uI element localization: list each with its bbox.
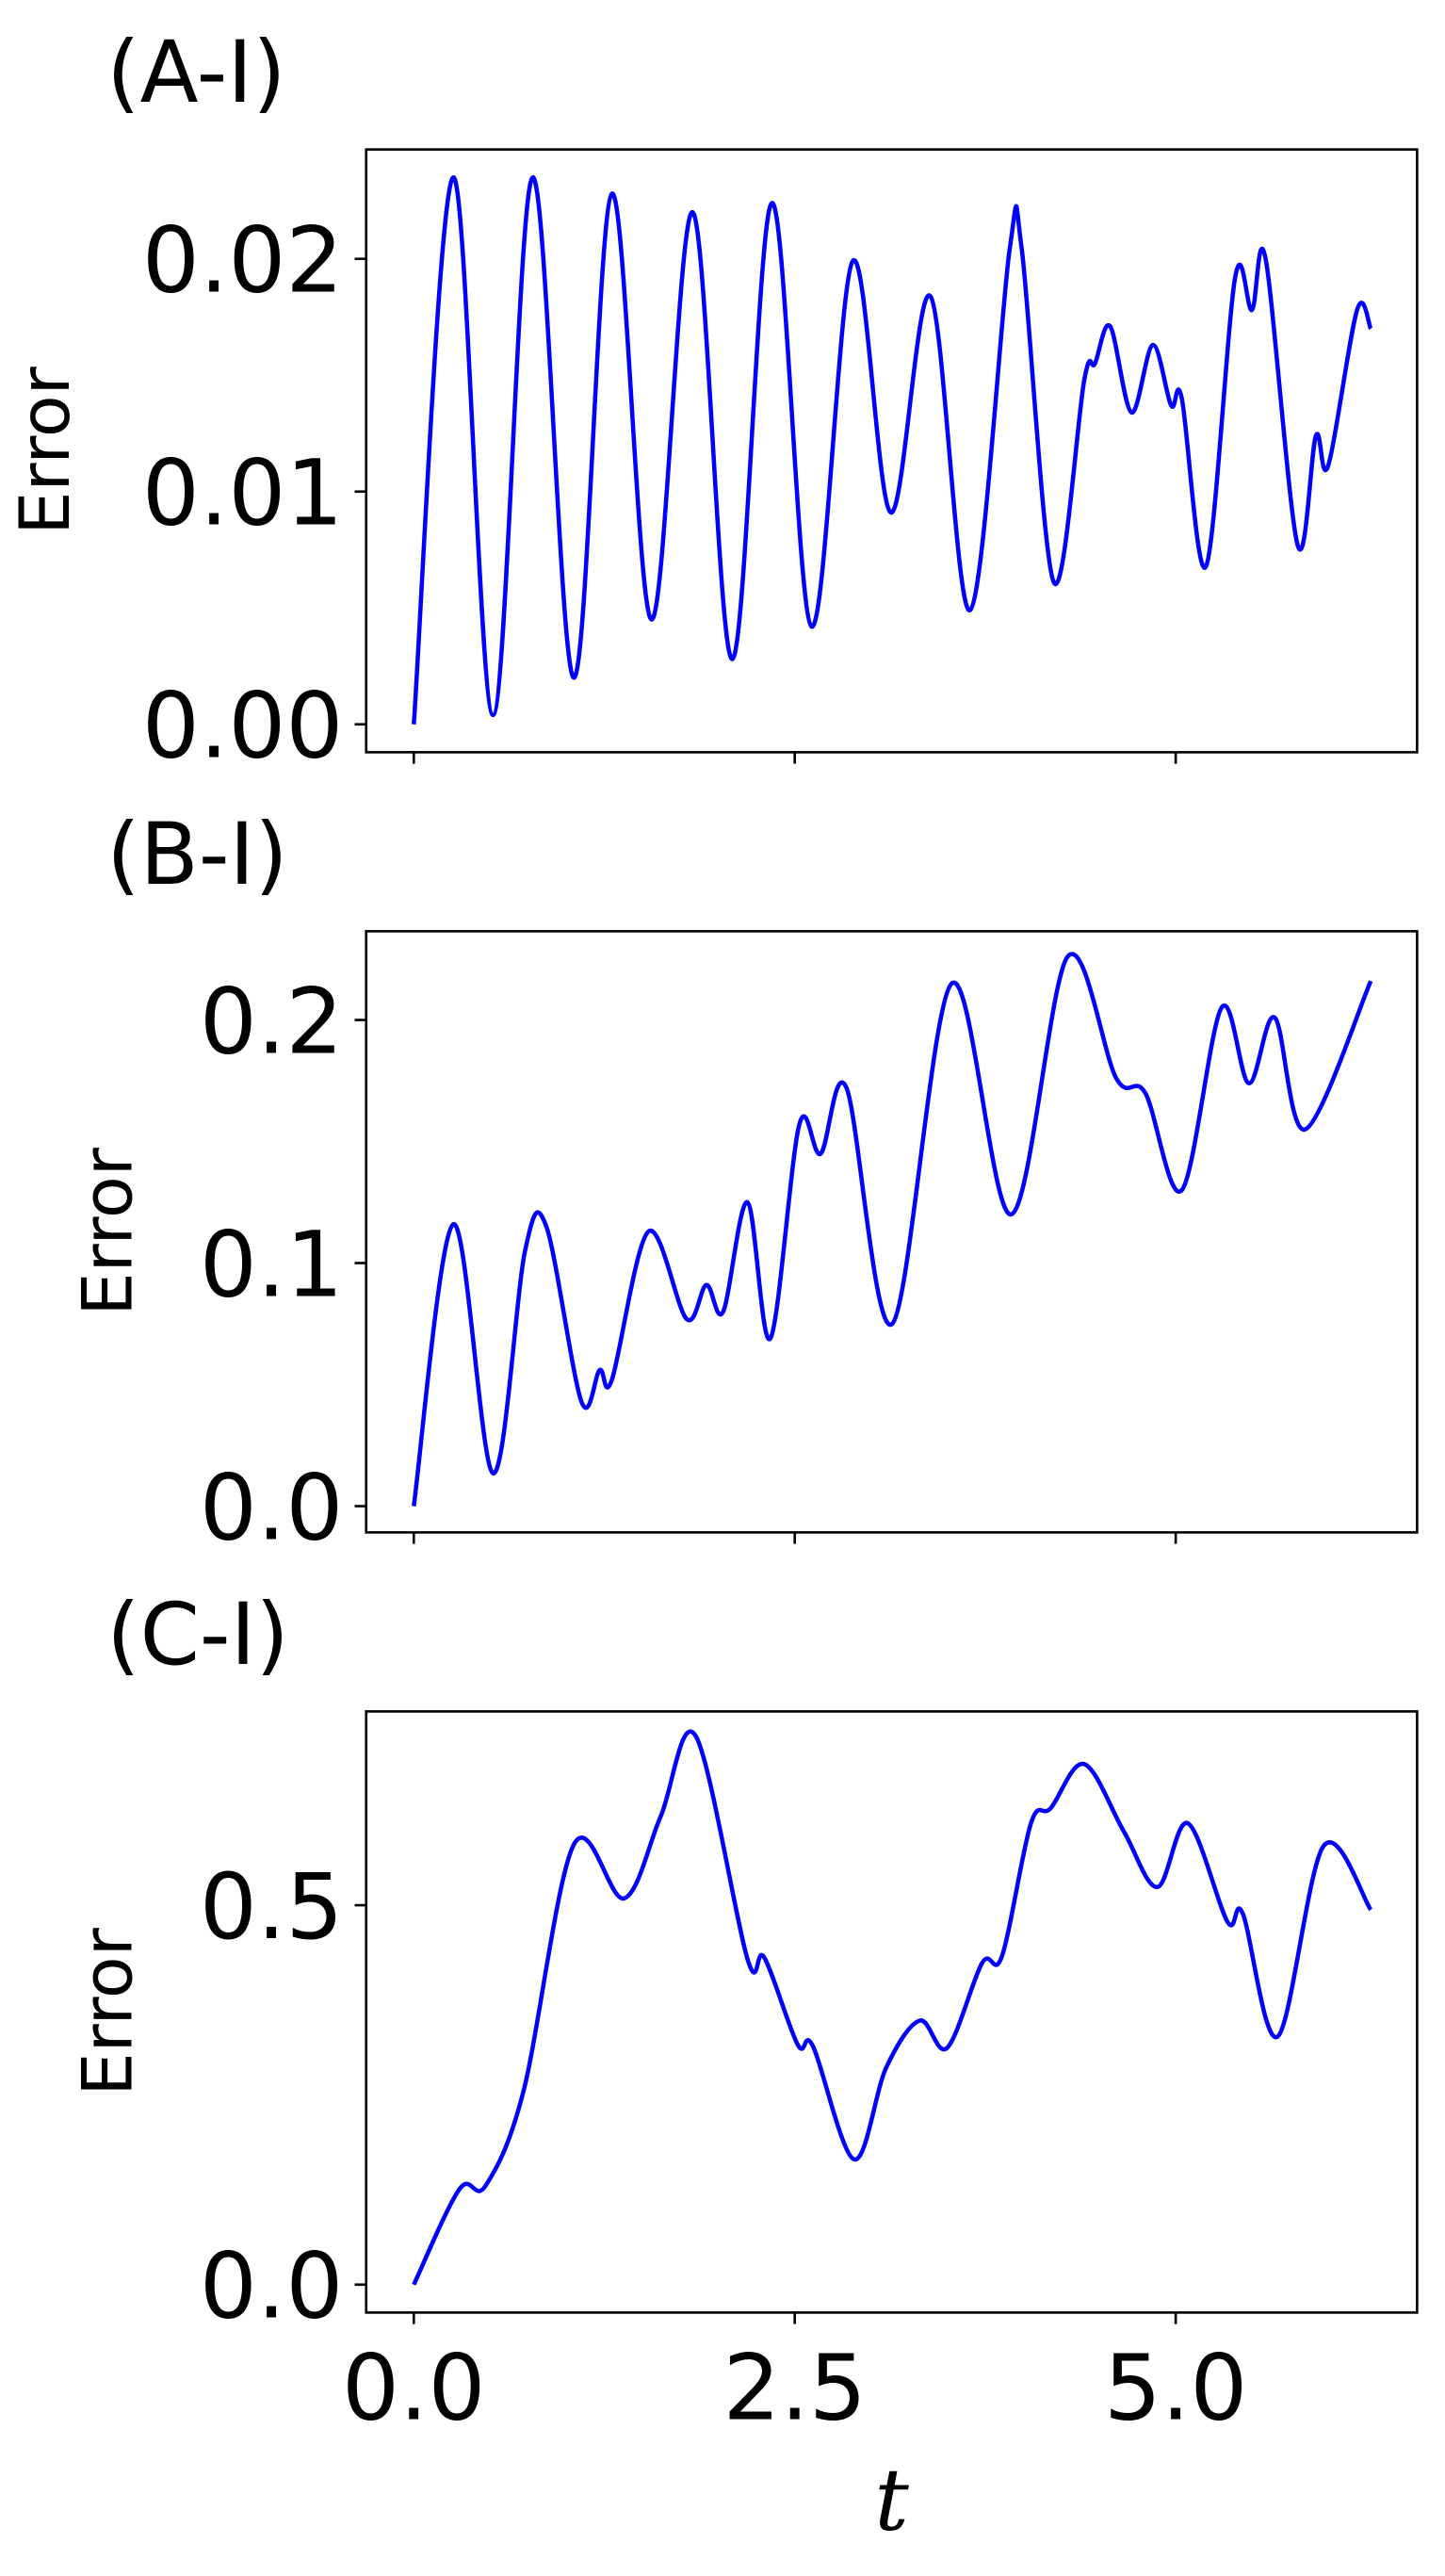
y-axis-label: Error [6,366,86,534]
y-tick-label: 0.2 [200,969,343,1074]
panel-label: (C-I) [106,1586,288,1685]
x-tick-label: 5.0 [1104,2336,1247,2441]
panel-label: (B-I) [106,806,287,905]
y-tick-label: 0.0 [200,2234,343,2340]
axes-frame [365,930,1419,1534]
y-tick-label: 0.1 [200,1212,343,1317]
x-axis-label: t [874,2451,909,2550]
y-tick-label: 0.01 [142,441,343,546]
y-axis-label: Error [68,1927,148,2095]
data-line [412,1729,1373,2286]
axes-frame [365,148,1419,754]
y-tick-label: 0.02 [142,208,343,314]
x-tick-label: 0.0 [342,2336,485,2441]
x-tick-label: 2.5 [722,2336,866,2441]
y-axis-label: Error [68,1147,148,1315]
axes-frame [365,1710,1419,2314]
data-line [412,952,1373,1507]
data-line [412,174,1373,725]
panel-label: (A-I) [106,24,285,122]
y-tick-label: 0.5 [200,1854,343,1960]
y-tick-label: 0.0 [200,1455,343,1560]
y-tick-label: 0.00 [142,674,343,779]
